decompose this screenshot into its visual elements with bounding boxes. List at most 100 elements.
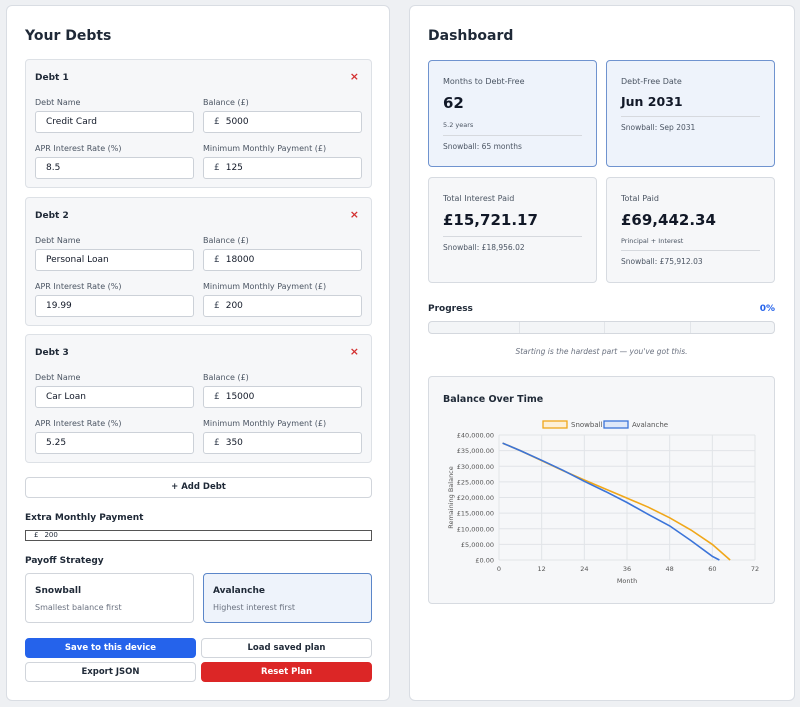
- extra-payment-label: Extra Monthly Payment: [25, 513, 144, 523]
- stat-label: Total Interest Paid: [443, 194, 515, 203]
- balance-input[interactable]: £5000: [203, 111, 362, 133]
- balance-input[interactable]: £15000: [203, 386, 362, 408]
- debt-name-value: Credit Card: [46, 117, 97, 127]
- balance-value: 15000: [225, 392, 255, 402]
- stat-value: Jun 2031: [621, 94, 683, 109]
- min-payment-input[interactable]: £125: [203, 157, 362, 179]
- x-tick-label: 72: [751, 565, 759, 573]
- balance-label: Balance (£): [203, 373, 249, 382]
- apr-input[interactable]: 19.99: [35, 295, 194, 317]
- min-payment-label: Minimum Monthly Payment (£): [203, 144, 327, 153]
- currency-symbol: £: [214, 117, 220, 127]
- min-payment-input[interactable]: £350: [203, 432, 362, 454]
- balance-value: 18000: [225, 255, 255, 265]
- strategy-name: Avalanche: [213, 586, 265, 596]
- balance-label: Balance (£): [203, 236, 249, 245]
- debt-card: Debt 3 × Debt Name Balance (£) Car Loan …: [25, 334, 372, 463]
- debt-title: Debt 2: [35, 211, 69, 221]
- y-tick-label: £20,000.00: [457, 494, 494, 502]
- debts-title: Your Debts: [25, 28, 112, 44]
- balance-label: Balance (£): [203, 98, 249, 107]
- debts-panel: Your Debts Debt 1 × Debt Name Balance (£…: [6, 5, 390, 701]
- debt-name-value: Car Loan: [46, 392, 86, 402]
- apr-value: 5.25: [46, 438, 67, 448]
- stat-value: 62: [443, 94, 464, 112]
- stat-divider: [443, 236, 582, 237]
- debt-card: Debt 2 × Debt Name Balance (£) Personal …: [25, 197, 372, 326]
- progress-label: Progress: [428, 304, 473, 314]
- y-tick-label: £0.00: [475, 557, 494, 565]
- apr-value: 8.5: [46, 163, 61, 173]
- export-json-button[interactable]: Export JSON: [25, 662, 196, 682]
- balance-input[interactable]: £18000: [203, 249, 362, 271]
- apr-value: 19.99: [46, 301, 72, 311]
- debt-name-label: Debt Name: [35, 98, 81, 107]
- strategy-snowball[interactable]: Snowball Smallest balance first: [25, 573, 194, 623]
- remove-debt-icon[interactable]: ×: [349, 345, 359, 358]
- debt-name-input[interactable]: Car Loan: [35, 386, 194, 408]
- series-line-avalanche: [502, 442, 720, 561]
- reset-button[interactable]: Reset Plan: [201, 662, 372, 682]
- min-payment-label: Minimum Monthly Payment (£): [203, 419, 327, 428]
- apr-input[interactable]: 5.25: [35, 432, 194, 454]
- legend-swatch: [542, 420, 568, 429]
- strategy-avalanche[interactable]: Avalanche Highest interest first: [203, 573, 372, 623]
- stat-footnote: Snowball: £75,912.03: [621, 257, 703, 266]
- y-axis-label: Remaining Balance: [447, 466, 455, 529]
- progress-percent: 0%: [759, 304, 775, 314]
- strategy-label: Payoff Strategy: [25, 556, 104, 566]
- remove-debt-icon[interactable]: ×: [349, 208, 359, 221]
- stat-footnote: Snowball: 65 months: [443, 142, 522, 151]
- apr-input[interactable]: 8.5: [35, 157, 194, 179]
- legend-label: Snowball: [571, 421, 603, 429]
- x-tick-label: 0: [497, 565, 501, 573]
- x-tick-label: 12: [538, 565, 546, 573]
- extra-payment-input[interactable]: £200: [25, 530, 372, 541]
- chart-title: Balance Over Time: [443, 394, 544, 405]
- date-stat-card: Debt-Free Date Jun 2031 Snowball: Sep 20…: [606, 60, 775, 167]
- progress-segment: [604, 322, 605, 333]
- debt-title: Debt 3: [35, 348, 69, 358]
- min-payment-value: 350: [225, 438, 243, 448]
- y-tick-label: £30,000.00: [457, 463, 494, 471]
- currency-symbol: £: [34, 531, 39, 539]
- min-payment-value: 125: [225, 163, 243, 173]
- x-tick-label: 48: [666, 565, 674, 573]
- debt-card: Debt 1 × Debt Name Balance (£) Credit Ca…: [25, 59, 372, 188]
- stat-footnote: Snowball: Sep 2031: [621, 123, 696, 132]
- y-tick-label: £10,000.00: [457, 525, 494, 533]
- balance-chart: £0.00 £5,000.00 £10,000.00 £15,000.00 £20,00…: [447, 420, 759, 585]
- x-tick-label: 36: [623, 565, 631, 573]
- progress-message: Starting is the hardest part — you've go…: [515, 347, 688, 356]
- debt-name-label: Debt Name: [35, 373, 81, 382]
- stat-divider: [443, 135, 582, 136]
- stat-divider: [621, 250, 760, 251]
- extra-payment-value: 200: [44, 531, 58, 539]
- legend-swatch: [603, 420, 629, 429]
- add-debt-button[interactable]: + Add Debt: [25, 477, 372, 498]
- strategy-name: Snowball: [35, 586, 82, 596]
- y-tick-label: £25,000.00: [457, 478, 494, 486]
- currency-symbol: £: [214, 301, 220, 311]
- apr-label: APR Interest Rate (%): [35, 144, 122, 153]
- load-button[interactable]: Load saved plan: [201, 638, 372, 658]
- stat-divider: [621, 116, 760, 117]
- remove-debt-icon[interactable]: ×: [349, 70, 359, 83]
- progress-segment: [519, 322, 520, 333]
- min-payment-input[interactable]: £200: [203, 295, 362, 317]
- x-tick-label: 60: [708, 565, 716, 573]
- y-tick-label: £15,000.00: [457, 510, 494, 518]
- stat-footnote: Snowball: £18,956.02: [443, 243, 525, 252]
- stat-sub: 5.2 years: [443, 121, 474, 129]
- total-paid-stat-card: Total Paid £69,442.34 Principal + Intere…: [606, 177, 775, 283]
- debt-name-input[interactable]: Personal Loan: [35, 249, 194, 271]
- debt-name-input[interactable]: Credit Card: [35, 111, 194, 133]
- months-stat-card: Months to Debt-Free 62 5.2 years Snowbal…: [428, 60, 597, 167]
- debt-name-label: Debt Name: [35, 236, 81, 245]
- save-button[interactable]: Save to this device: [25, 638, 196, 658]
- min-payment-value: 200: [225, 301, 243, 311]
- stat-sub: Principal + Interest: [621, 237, 684, 245]
- stat-label: Debt-Free Date: [621, 77, 682, 86]
- dashboard-panel: Dashboard Months to Debt-Free 62 5.2 yea…: [409, 5, 795, 701]
- y-tick-label: £35,000.00: [457, 447, 494, 455]
